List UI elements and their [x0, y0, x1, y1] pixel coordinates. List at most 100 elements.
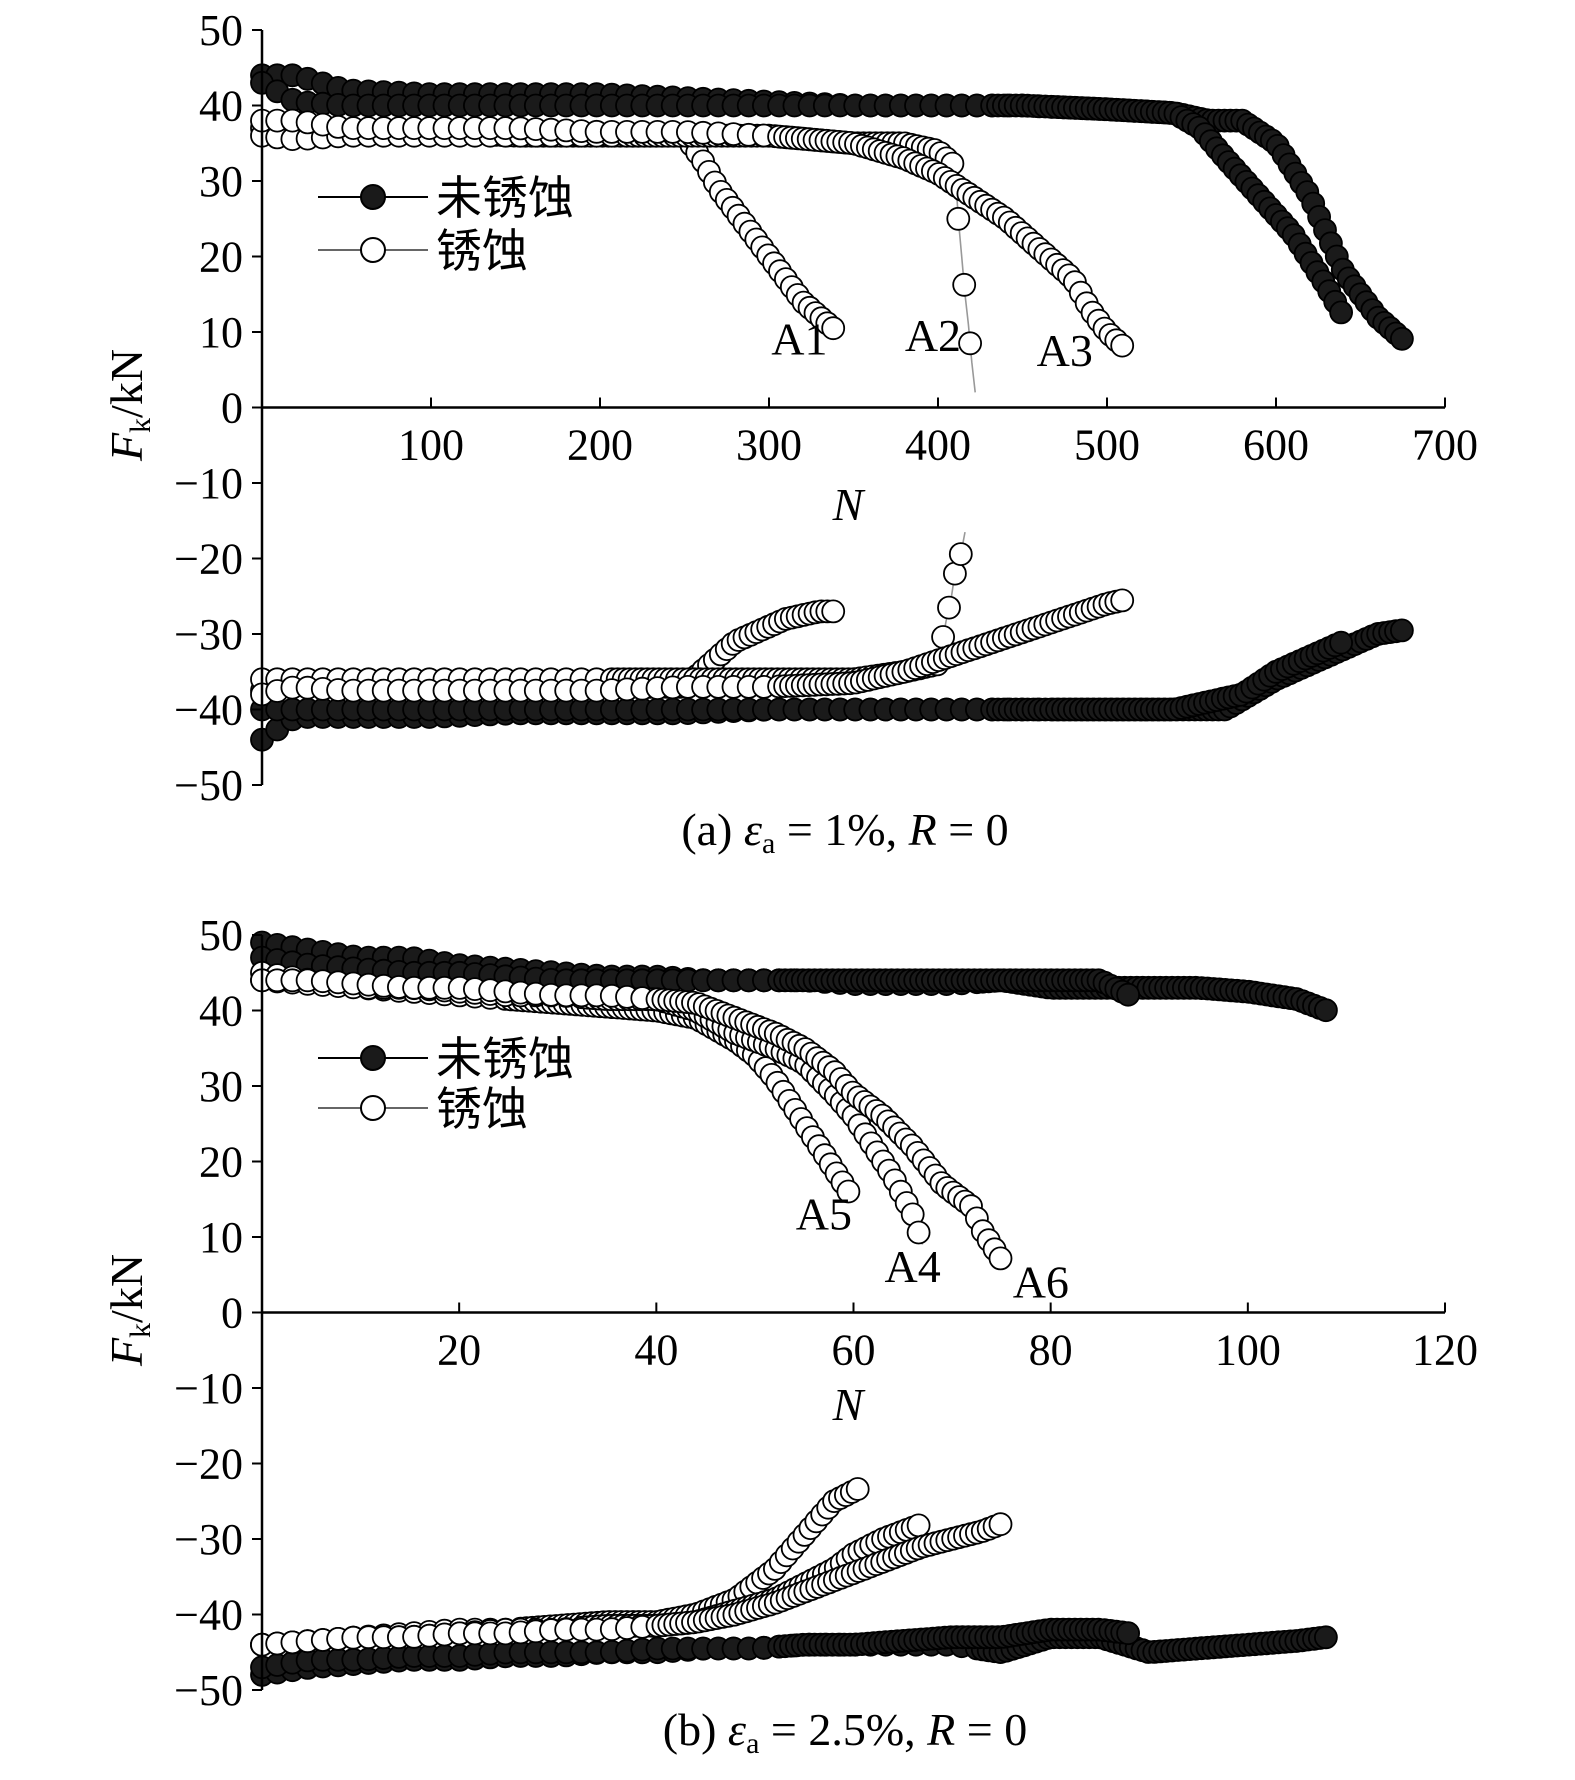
data-point-a6	[988, 1512, 1013, 1537]
y-tick-label: −30	[174, 610, 243, 659]
y-axis-label-a-unit: /kN	[101, 349, 152, 418]
legend-corroded-marker	[360, 237, 386, 263]
series-line-a2-max	[261, 134, 976, 393]
caption-b-sub: a	[746, 1727, 759, 1760]
data-point-a5	[845, 1477, 870, 1501]
y-axis-label-a-sub: k	[124, 418, 157, 433]
x-axis-label-b: N	[832, 1379, 866, 1430]
y-tick-label: −40	[174, 1591, 243, 1640]
data-point-uncorroded-0	[1314, 1625, 1338, 1650]
y-tick-label: 50	[199, 6, 243, 55]
y-tick-label: 0	[221, 384, 243, 433]
caption-b-tail: = 0	[955, 1704, 1027, 1755]
y-tick-label: −10	[174, 1364, 243, 1413]
x-tick-label: 120	[1412, 1326, 1478, 1375]
legend-uncorroded-marker	[360, 184, 386, 210]
y-tick-label: 30	[199, 157, 243, 206]
y-tick-label: 30	[199, 1062, 243, 1111]
x-tick-label: 600	[1243, 421, 1309, 470]
data-point-a2	[952, 272, 977, 297]
y-axis-label-a: Fk/kN	[101, 349, 157, 462]
data-point-uncorroded-1	[1329, 630, 1353, 655]
y-tick-label: −30	[174, 1515, 243, 1564]
data-point-a2	[937, 595, 961, 620]
x-tick-label: 100	[398, 421, 464, 470]
data-point-a4	[906, 1220, 931, 1245]
plot-area-a	[250, 63, 1414, 752]
data-point-uncorroded-0	[1390, 618, 1414, 643]
y-axis-label-b-sub: k	[124, 1323, 157, 1338]
y-tick-label: 10	[199, 1213, 243, 1262]
plot-area-b	[250, 930, 1338, 1687]
x-tick-label: 40	[634, 1326, 678, 1375]
y-tick-label: 20	[199, 1138, 243, 1187]
legend-corroded-label: 锈蚀	[436, 224, 528, 278]
data-point-a3	[1110, 333, 1135, 358]
caption-a-r: R	[908, 804, 937, 855]
y-tick-label: −10	[174, 459, 243, 508]
x-tick-label: 200	[567, 421, 633, 470]
legend-a: 未锈蚀 锈蚀	[318, 171, 574, 278]
data-point-a2	[946, 206, 971, 231]
caption-a-sub: a	[762, 827, 775, 860]
data-point-a2	[958, 331, 982, 356]
data-point-a4	[906, 1513, 931, 1538]
x-tick-label: 300	[736, 421, 802, 470]
y-tick-label: 10	[199, 308, 243, 357]
y-tick-label: −50	[174, 761, 243, 810]
data-point-a3	[1110, 588, 1135, 613]
x-tick-label: 700	[1412, 421, 1478, 470]
y-tick-label: 40	[199, 987, 243, 1036]
data-point-a2	[948, 542, 973, 566]
y-tick-label: 50	[199, 911, 243, 960]
y-axis-label-a-f: F	[101, 432, 152, 462]
data-point-a1	[821, 599, 846, 624]
x-tick-label: 80	[1029, 1326, 1073, 1375]
caption-a: (a) εa = 1%, R = 0	[681, 804, 1008, 860]
annotations-a: A1 A2 A3	[771, 310, 1093, 376]
data-point-uncorroded-1	[1329, 300, 1353, 325]
data-point-uncorroded-1	[1116, 1621, 1140, 1646]
x-tick-label: 100	[1215, 1326, 1281, 1375]
x-tick-label: 500	[1074, 421, 1140, 470]
data-point-uncorroded-1	[1116, 982, 1140, 1007]
x-tick-label: 60	[832, 1326, 876, 1375]
annotation-a3: A3	[1037, 325, 1093, 376]
annotation-a4: A4	[885, 1241, 941, 1292]
caption-a-symbol: ε	[744, 804, 763, 855]
x-tick-label: 20	[437, 1326, 481, 1375]
legend-uncorroded-label: 未锈蚀	[436, 171, 574, 225]
annotation-a1: A1	[771, 314, 827, 365]
annotation-a2: A2	[905, 310, 961, 361]
data-point-a5	[836, 1179, 861, 1204]
legend-corroded-label: 锈蚀	[436, 1082, 528, 1136]
data-point-a1	[821, 316, 846, 341]
caption-a-tail: = 0	[937, 804, 1009, 855]
data-point-a2	[943, 561, 967, 586]
data-point-uncorroded-0	[1314, 998, 1338, 1023]
caption-a-rest: = 1%,	[775, 804, 908, 855]
x-axis-label-a: N	[832, 479, 866, 530]
annotations-b: A5 A4 A6	[796, 1188, 1069, 1307]
y-axis-label-b: Fk/kN	[101, 1254, 157, 1367]
x-axis-label-b-text: N	[832, 1379, 866, 1430]
y-tick-label: 40	[199, 82, 243, 131]
caption-b-symbol: ε	[728, 1704, 747, 1755]
y-tick-label: −50	[174, 1666, 243, 1715]
y-axis-label-b-unit: /kN	[101, 1254, 152, 1323]
y-tick-label: −40	[174, 686, 243, 735]
caption-b-r: R	[926, 1704, 955, 1755]
series-line-a2-min	[262, 531, 966, 681]
legend-uncorroded-marker	[360, 1045, 386, 1071]
caption-b-rest: = 2.5%,	[759, 1704, 927, 1755]
y-axis-label-b-f: F	[101, 1337, 152, 1367]
y-tick-label: −20	[174, 535, 243, 584]
caption-b: (b) εa = 2.5%, R = 0	[663, 1704, 1027, 1760]
y-tick-label: 20	[199, 233, 243, 282]
annotation-a5: A5	[796, 1188, 852, 1239]
